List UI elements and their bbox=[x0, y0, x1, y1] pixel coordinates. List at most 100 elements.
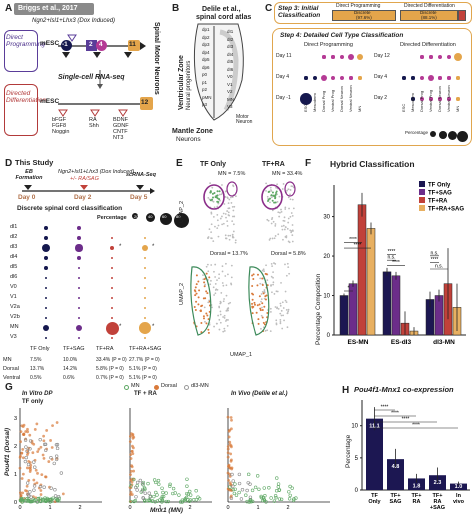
d-table-row-label: Ventral bbox=[3, 375, 21, 381]
f-legend-label: TF+RA+SAG bbox=[428, 207, 464, 213]
g-dorsal-point bbox=[19, 494, 23, 498]
g-dl3mn-point bbox=[29, 495, 33, 499]
c-dot bbox=[456, 76, 460, 80]
g-dl3mn-point bbox=[229, 496, 234, 500]
g-dl3mn-point bbox=[140, 481, 145, 486]
umap-cell bbox=[233, 215, 236, 218]
g-mn-point bbox=[288, 493, 292, 498]
g-ytick-label: 2 bbox=[14, 444, 17, 450]
umap-cell bbox=[204, 283, 206, 286]
umap-cell bbox=[213, 325, 215, 328]
g-mn-point bbox=[160, 486, 164, 490]
d-dot bbox=[41, 243, 51, 253]
g-dorsal-point bbox=[226, 415, 230, 419]
domain-label: pMN bbox=[202, 94, 212, 100]
umap-cell bbox=[280, 210, 283, 213]
f-sig-label: **** bbox=[354, 243, 362, 249]
umap-cell bbox=[217, 314, 220, 317]
d-dot bbox=[77, 296, 81, 300]
f-bar bbox=[366, 228, 376, 336]
umap-cell bbox=[220, 292, 223, 294]
umap-cell bbox=[223, 327, 226, 330]
c-col-label: Dorsal Prog bbox=[321, 90, 326, 112]
c-row-label: Day -1 bbox=[276, 95, 291, 101]
dorsal-cell bbox=[257, 322, 260, 325]
g-mn-point bbox=[129, 499, 133, 504]
g-mn-point bbox=[160, 494, 165, 499]
umap-cell bbox=[286, 312, 289, 314]
umap-cell bbox=[287, 196, 290, 199]
g-mn-point bbox=[160, 500, 164, 504]
umap-cell bbox=[260, 293, 263, 295]
umap-cell bbox=[270, 275, 273, 278]
g-dorsal-point bbox=[229, 494, 233, 498]
umap-cell bbox=[262, 326, 265, 329]
g-mn-point bbox=[277, 488, 282, 492]
d-table-cell: 14.2% bbox=[63, 366, 78, 372]
umap-cell bbox=[282, 314, 285, 317]
umap-cell bbox=[217, 235, 220, 238]
mn-outline bbox=[226, 181, 238, 197]
factor-ra: RA bbox=[89, 117, 97, 123]
umap-cell bbox=[279, 319, 282, 321]
g-dorsal-point bbox=[51, 424, 54, 428]
umap-cell bbox=[271, 265, 274, 268]
umap-cell bbox=[203, 306, 206, 309]
umap-cell bbox=[269, 330, 272, 333]
g-mn-point bbox=[262, 486, 266, 490]
g-mn-point bbox=[233, 487, 237, 491]
g-mn-point bbox=[275, 476, 279, 480]
g-dorsal-point bbox=[227, 435, 231, 439]
g-dl3mn-point bbox=[32, 484, 37, 488]
umap-cell bbox=[206, 263, 209, 266]
umap-cell bbox=[283, 216, 286, 219]
g-dl3mn-point bbox=[246, 481, 250, 485]
umap-cell bbox=[279, 211, 281, 214]
g-dl3mn-point bbox=[231, 484, 235, 488]
h-value-label: 1.0 bbox=[455, 484, 463, 490]
umap-cell bbox=[274, 235, 277, 237]
umap-cell bbox=[269, 307, 272, 310]
umap-cell bbox=[263, 289, 266, 291]
g-mn-point bbox=[159, 496, 164, 500]
d-dot bbox=[77, 256, 81, 260]
umap-cell bbox=[227, 202, 230, 205]
dorsal-cell bbox=[205, 290, 208, 293]
c-dot bbox=[427, 74, 435, 82]
panel-g-letter: G bbox=[5, 382, 13, 393]
construct-text: Ngn2+Isl1+Lhx3 (Dox Induced) bbox=[32, 18, 116, 24]
g-dorsal-point bbox=[24, 430, 28, 433]
dorsal-cell bbox=[255, 311, 258, 314]
dorsal-cell bbox=[253, 301, 256, 304]
d-dot bbox=[110, 236, 114, 240]
neuron-label: V1 bbox=[227, 81, 233, 87]
d-row-label: MN bbox=[10, 324, 19, 330]
umap-cell bbox=[209, 182, 212, 184]
umap-cell bbox=[209, 283, 212, 286]
umap-cell bbox=[279, 302, 282, 305]
umap-cell bbox=[275, 290, 278, 293]
umap-cell bbox=[276, 290, 279, 293]
d-dot bbox=[77, 276, 81, 280]
d-dot bbox=[77, 266, 81, 270]
dorsal-cell bbox=[205, 312, 208, 315]
mn-cell bbox=[218, 190, 221, 193]
h-category-label: TF+ bbox=[433, 493, 443, 499]
h-sig-label: **** bbox=[412, 423, 420, 429]
g-mn-point bbox=[152, 494, 156, 499]
g-dorsal-point bbox=[39, 493, 43, 496]
g-dorsal-point bbox=[42, 434, 46, 438]
neuron-label: dI3 bbox=[227, 44, 234, 49]
umap-cell bbox=[221, 184, 223, 186]
umap-cell bbox=[276, 200, 279, 203]
g-dorsal-point bbox=[24, 489, 27, 492]
domain-label: dp2 bbox=[202, 34, 210, 40]
dorsal-cell bbox=[261, 308, 264, 311]
umap-cell bbox=[216, 213, 219, 216]
day-node-12 bbox=[140, 97, 153, 110]
d-dot bbox=[143, 256, 147, 260]
dorsal-cell bbox=[256, 284, 259, 287]
f-sig-label: * bbox=[348, 286, 350, 292]
g-dorsal-point bbox=[34, 496, 38, 500]
umap-cell bbox=[224, 213, 227, 215]
